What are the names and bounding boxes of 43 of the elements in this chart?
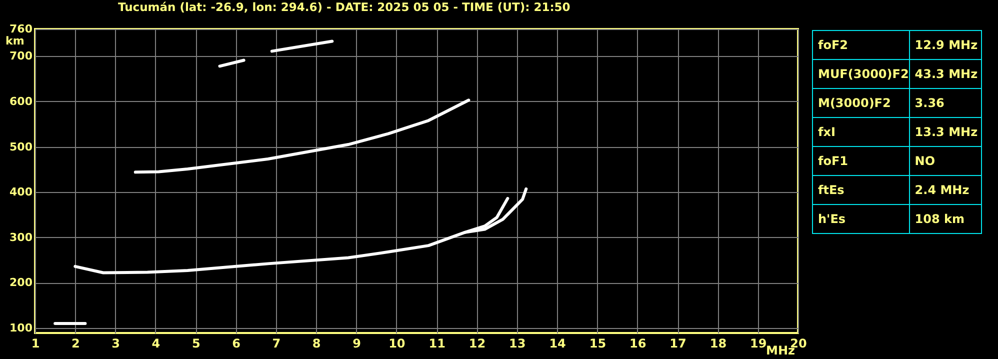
- y-tick-label: 400: [10, 186, 33, 199]
- x-tick-label: 14: [549, 336, 566, 350]
- y-tick-label: 200: [10, 276, 33, 290]
- x-tick-label: 3: [112, 336, 120, 350]
- text: ftEs: [812, 176, 910, 204]
- y-tick-label: 760: [10, 22, 33, 36]
- y-tick-label: 700: [10, 50, 33, 63]
- x-tick-label: 10: [388, 336, 406, 350]
- text: M(3000)F2: [812, 88, 910, 118]
- text: foF2: [812, 30, 910, 60]
- x-tick-label: 17: [670, 336, 686, 350]
- text: fxI: [812, 118, 910, 146]
- text: h'Es: [812, 204, 910, 234]
- x-tick-label: 8: [312, 336, 321, 350]
- y-tick-label: 600: [10, 94, 33, 108]
- y-axis-title: km: [6, 34, 24, 48]
- text: foF1: [812, 146, 910, 176]
- x-tick-label: 1: [31, 336, 40, 350]
- x-tick-label: 16: [630, 336, 646, 350]
- x-tick-label: 5: [192, 336, 200, 350]
- text: NO: [909, 146, 982, 176]
- text: 12.9 MHz: [909, 30, 982, 60]
- x-tick-label: 13: [509, 336, 526, 350]
- text: 13.3 MHz: [909, 118, 982, 146]
- x-tick-label: 12: [468, 336, 486, 350]
- x-tick-label: 6: [232, 336, 240, 350]
- text: 108 km: [909, 204, 982, 234]
- text: 43.3 MHz: [909, 60, 982, 88]
- text: 3.36: [909, 88, 982, 118]
- x-tick-label: 18: [710, 336, 727, 350]
- x-tick-label: 11: [428, 336, 446, 350]
- x-tick-label: 15: [589, 336, 606, 350]
- y-tick-label: 500: [10, 140, 33, 154]
- chart-title: Tucumán (lat: -26.9, lon: 294.6) - DATE: 2025 05 05 - TIME (UT): 21:50: [118, 0, 570, 14]
- y-tick-label: 300: [10, 230, 33, 244]
- x-tick-label: 7: [272, 336, 281, 350]
- text: MUF(3000)F2: [812, 60, 910, 88]
- x-tick-label: 9: [352, 336, 361, 350]
- y-tick-label: 100: [10, 322, 33, 335]
- x-tick-label: 4: [152, 336, 160, 350]
- x-tick-label: 2: [71, 336, 80, 350]
- x-tick-label: 19: [750, 336, 767, 350]
- text: 2.4 MHz: [909, 176, 982, 204]
